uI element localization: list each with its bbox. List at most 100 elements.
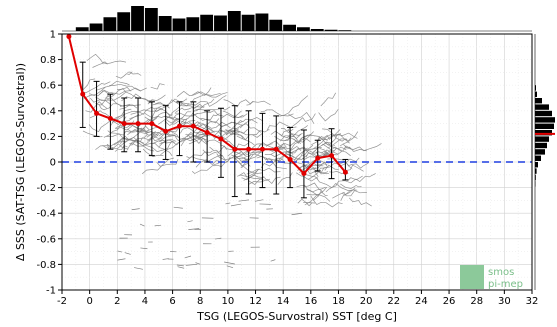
scatter-track xyxy=(139,127,159,137)
scatter-track xyxy=(316,177,339,188)
top-histogram-bar xyxy=(144,8,158,31)
x-tick-label: 4 xyxy=(142,296,148,307)
top-histogram-bar xyxy=(117,12,131,31)
median-point xyxy=(342,169,348,175)
scatter-track xyxy=(146,131,163,138)
scatter-track xyxy=(296,172,319,182)
y-tick-label: 0.2 xyxy=(40,132,56,143)
scatter-track xyxy=(317,133,341,147)
median-point xyxy=(204,130,210,136)
scatter-outlier xyxy=(117,250,123,253)
scatter-track xyxy=(204,121,243,128)
median-point xyxy=(94,110,100,116)
right-histogram-bar xyxy=(535,110,552,117)
scatter-outlier xyxy=(188,228,200,230)
scatter-track xyxy=(190,92,228,105)
median-series xyxy=(66,34,348,177)
scatter-track xyxy=(152,111,173,122)
x-tick-label: -2 xyxy=(57,296,67,307)
scatter-track xyxy=(233,113,248,118)
scatter-track xyxy=(175,103,204,113)
scatter-track xyxy=(213,161,226,168)
scatter-track xyxy=(195,106,231,112)
scatter-track xyxy=(256,155,286,164)
top-histogram-bar xyxy=(310,29,324,31)
scatter-track xyxy=(165,132,191,143)
scatter-track xyxy=(236,128,270,141)
scatter-track xyxy=(225,128,240,133)
scatter-outlier xyxy=(215,237,222,240)
scatter-track xyxy=(321,129,341,141)
scatter-track xyxy=(188,136,203,145)
scatter-outlier xyxy=(176,264,184,267)
scatter-track xyxy=(339,131,359,147)
scatter-track xyxy=(196,131,218,140)
median-point xyxy=(121,121,127,127)
y-tick-label: 0.6 xyxy=(40,81,56,92)
right-histogram-bar xyxy=(535,155,541,161)
median-point xyxy=(66,34,72,40)
scatter-outlier xyxy=(195,262,201,265)
top-histogram-bar xyxy=(214,15,227,31)
scatter-track xyxy=(220,110,242,120)
right-histogram-bar xyxy=(535,136,549,142)
scatter-track xyxy=(120,104,141,107)
logo-line-2: pi-mep xyxy=(488,279,523,290)
scatter-track xyxy=(89,86,106,96)
scatter-outlier xyxy=(225,202,231,205)
y-tick-label: 1 xyxy=(50,30,56,41)
median-point xyxy=(273,146,279,152)
median-point xyxy=(80,91,86,97)
scatter-outlier xyxy=(173,206,183,209)
scatter-track xyxy=(297,162,317,171)
scatter-track xyxy=(141,157,174,175)
scatter-track xyxy=(142,141,173,148)
scatter-track xyxy=(185,133,208,145)
right-histogram-bar xyxy=(535,130,552,136)
scatter-track xyxy=(119,104,138,110)
scatter-track xyxy=(82,78,96,91)
scatter-track xyxy=(323,146,342,156)
top-histogram-bar xyxy=(297,27,310,31)
scatter-track xyxy=(107,87,147,98)
scatter-track xyxy=(223,99,254,108)
x-tick-label: 32 xyxy=(526,296,539,307)
scatter-track xyxy=(194,95,227,107)
scatter-track xyxy=(159,134,181,142)
x-tick-label: 0 xyxy=(86,296,92,307)
y-tick-label: -0.2 xyxy=(36,183,56,194)
scatter-track xyxy=(129,133,166,147)
scatter-track xyxy=(180,135,208,147)
scatter-track xyxy=(126,141,155,152)
scatter-track xyxy=(237,174,265,181)
scatter-track xyxy=(296,184,319,197)
median-point xyxy=(329,153,335,159)
top-histogram-bar xyxy=(89,23,103,31)
scatter-track xyxy=(109,83,141,92)
scatter-track xyxy=(170,102,196,114)
scatter-track xyxy=(313,190,328,201)
scatter-track xyxy=(332,190,367,199)
top-histogram-bar xyxy=(172,18,186,31)
scatter-track xyxy=(219,151,243,161)
x-tick-label: 2 xyxy=(114,296,120,307)
scatter-track xyxy=(89,110,112,120)
y-tick-label: 0.4 xyxy=(40,106,56,117)
scatter-track xyxy=(310,195,343,208)
scatter-track xyxy=(227,142,250,157)
x-tick-label: 8 xyxy=(197,296,203,307)
scatter-track xyxy=(279,95,309,117)
scatter-track xyxy=(341,189,354,196)
scatter-track xyxy=(114,125,150,133)
scatter-track xyxy=(147,94,166,105)
scatter-track xyxy=(260,109,294,117)
scatter-track xyxy=(338,173,376,184)
right-histogram-bar xyxy=(535,123,554,129)
scatter-track xyxy=(343,143,382,152)
y-tick-label: -0.8 xyxy=(36,260,56,271)
scatter-track xyxy=(196,113,220,121)
median-point xyxy=(246,146,252,152)
scatter-track xyxy=(322,128,352,142)
scatter-track xyxy=(102,139,141,150)
scatter-track xyxy=(320,150,351,157)
